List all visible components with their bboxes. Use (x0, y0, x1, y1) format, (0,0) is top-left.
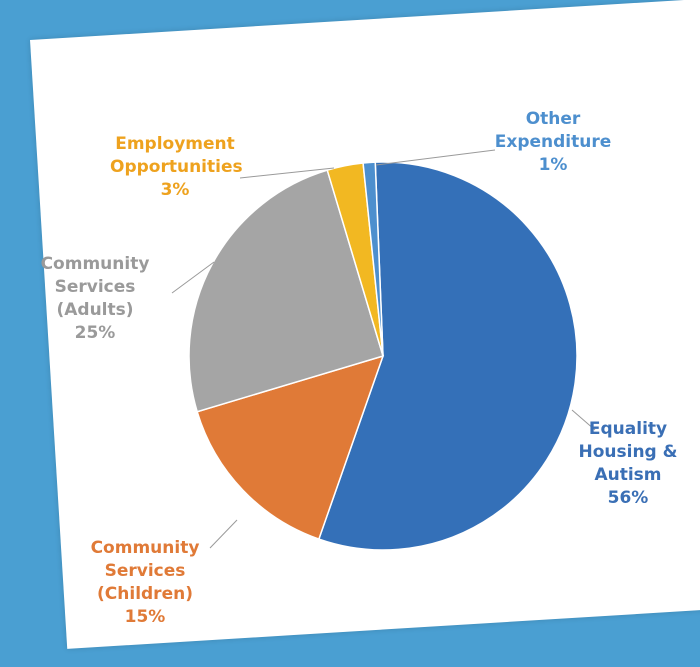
pie-slice-1 (196, 354, 385, 541)
slice-label-line: Opportunities (110, 157, 243, 177)
slice-label-line: Autism (594, 465, 662, 485)
leader-line-3 (239, 167, 335, 179)
slice-percent: 1% (538, 155, 568, 175)
slice-label-line: Employment (115, 134, 235, 154)
leader-line-2 (171, 261, 215, 294)
slice-label-4: Other Expenditure 1% (488, 108, 618, 177)
pie-slice-4 (362, 161, 384, 357)
slice-percent: 56% (607, 488, 649, 508)
slice-label-line: Community (40, 254, 150, 274)
leader-line-4 (375, 149, 496, 166)
slice-label-line: Housing & (578, 442, 678, 462)
slice-label-line: Other (525, 109, 581, 129)
leader-line-0 (571, 409, 596, 431)
slice-percent: 15% (124, 607, 166, 627)
slice-label-0: Equality Housing & Autism 56% (563, 418, 693, 510)
slice-label-line: Services (54, 277, 136, 297)
pie-slice-2 (188, 169, 384, 413)
slice-label-2: Community Services (Adults) 25% (30, 253, 160, 345)
slice-label-3: Employment Opportunities 3% (110, 133, 243, 202)
slice-label-line: Services (104, 561, 186, 581)
slice-label-line: Expenditure (494, 132, 612, 152)
slice-label-line: (Children) (97, 584, 193, 604)
slice-label-line: (Adults) (56, 300, 134, 320)
slice-percent: 25% (74, 323, 116, 343)
leader-line-1 (209, 519, 238, 549)
slice-percent: 3% (160, 180, 190, 200)
slice-label-1: Community Services (Children) 15% (80, 537, 210, 629)
pie-slice-0 (317, 161, 578, 551)
slice-label-line: Equality (588, 419, 668, 439)
slice-label-line: Community (90, 538, 200, 558)
